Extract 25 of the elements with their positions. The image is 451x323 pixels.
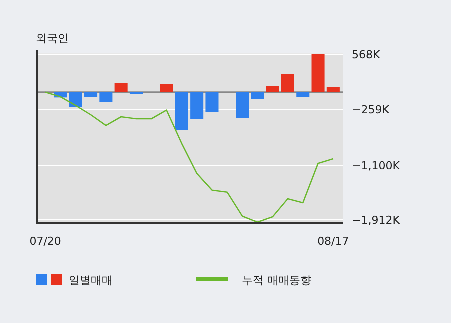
chart-title: 외국인	[36, 32, 69, 45]
y-tick-label: −1,100K	[352, 160, 401, 173]
bar	[190, 92, 204, 119]
bar	[326, 87, 340, 92]
bar	[100, 92, 113, 102]
y-tick-label: 568K	[352, 48, 381, 62]
bar	[296, 92, 310, 97]
x-tick-label: 08/17	[318, 235, 350, 248]
bar	[175, 92, 188, 130]
bar	[84, 92, 98, 97]
bar	[281, 74, 294, 92]
bar	[69, 92, 82, 107]
bar	[206, 92, 219, 112]
bar	[251, 92, 264, 99]
bar	[312, 54, 325, 92]
bar	[114, 83, 128, 92]
y-tick-label: −1,912K	[352, 214, 401, 227]
y-tick-label: −259K	[352, 104, 390, 117]
bar	[236, 92, 250, 118]
legend-label: 누적 매매동향	[242, 274, 312, 287]
x-tick-label: 07/20	[30, 235, 62, 248]
line-series	[44, 92, 334, 223]
bar	[266, 86, 280, 92]
bar	[160, 84, 174, 92]
legend-label: 일별매매	[69, 274, 113, 287]
